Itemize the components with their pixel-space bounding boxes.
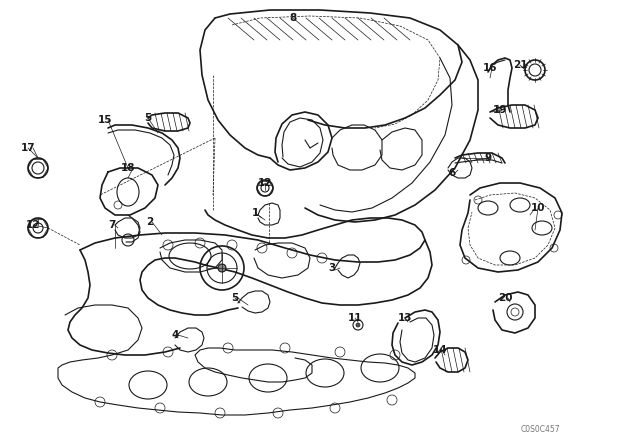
Text: 20: 20 (498, 293, 512, 303)
Text: 9: 9 (484, 153, 492, 163)
Text: 2: 2 (147, 217, 154, 227)
Text: 1: 1 (252, 208, 259, 218)
Text: 21: 21 (513, 60, 527, 70)
Text: 8: 8 (289, 13, 296, 23)
Text: 6: 6 (449, 168, 456, 178)
Text: 16: 16 (483, 63, 497, 73)
Text: 12: 12 (26, 220, 40, 230)
Text: 5: 5 (145, 113, 152, 123)
Circle shape (356, 323, 360, 327)
Text: 15: 15 (98, 115, 112, 125)
Text: 14: 14 (433, 345, 447, 355)
Text: 12: 12 (258, 178, 272, 188)
Text: C0S0C457: C0S0C457 (520, 426, 560, 435)
Text: 19: 19 (493, 105, 507, 115)
Text: 10: 10 (531, 203, 545, 213)
Text: 7: 7 (108, 220, 116, 230)
Text: 5: 5 (232, 293, 239, 303)
Text: 11: 11 (348, 313, 362, 323)
Circle shape (218, 264, 226, 272)
Text: 13: 13 (397, 313, 412, 323)
Text: 18: 18 (121, 163, 135, 173)
Text: 4: 4 (172, 330, 179, 340)
Text: 17: 17 (20, 143, 35, 153)
Text: 3: 3 (328, 263, 335, 273)
